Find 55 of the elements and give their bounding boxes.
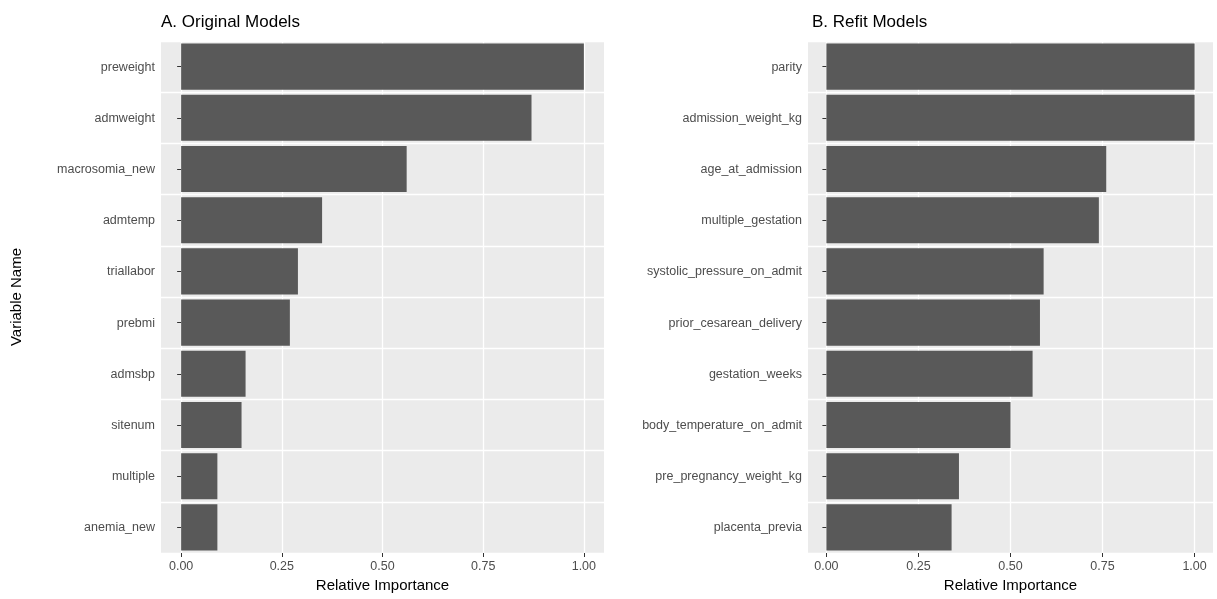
bar [181, 43, 584, 90]
y-tick-label: parity [771, 59, 803, 74]
x-tick-label: 0.00 [168, 558, 194, 573]
bar [181, 401, 242, 449]
bar [181, 145, 407, 193]
bar [826, 94, 1195, 141]
y-tick-label: admsbp [110, 366, 156, 381]
y-tick-label: preweight [100, 59, 156, 74]
y-tick-label: macrosomia_new [57, 162, 156, 176]
y-tick-label: body_temperature_on_admit [642, 418, 803, 432]
bar [181, 248, 298, 295]
bar [181, 504, 218, 551]
y-tick-label: triallabor [107, 264, 155, 279]
y-tick-label: gestation_weeks [708, 366, 802, 381]
bar [826, 453, 959, 500]
y-tick-label: anemia_new [84, 520, 156, 535]
y-tick-label: multiple_gestation [701, 213, 803, 228]
y-tick-label: sitenum [111, 418, 155, 432]
x-tick-label: 0.75 [471, 558, 496, 573]
y-axis-title: Variable Name [7, 247, 24, 347]
bar [181, 453, 218, 500]
y-tick-label: placenta_previa [713, 520, 803, 535]
x-tick-label: 0.50 [370, 558, 395, 573]
bar [181, 94, 532, 141]
bar [826, 248, 1044, 295]
y-tick-label: prebmi [116, 315, 155, 330]
bar [181, 299, 290, 346]
x-tick-label: 0.25 [269, 558, 295, 573]
bar [826, 197, 1099, 244]
chart-title: A. Original Models [161, 12, 300, 31]
bar [826, 43, 1195, 90]
x-tick-label: 0.50 [998, 558, 1023, 573]
chart-title: B. Refit Models [812, 12, 928, 31]
x-tick-label: 0.00 [814, 558, 839, 573]
y-tick-label: prior_cesarean_delivery [668, 315, 803, 330]
y-tick-label: systolic_pressure_on_admit [647, 264, 803, 279]
bar [826, 401, 1011, 449]
bar [181, 350, 246, 397]
y-tick-label: multiple [111, 469, 156, 484]
y-tick-label: admtemp [102, 213, 156, 228]
bar [826, 299, 1040, 346]
bar [826, 350, 1033, 397]
y-tick-label: admweight [94, 110, 156, 125]
x-axis-title: Relative Importance [943, 575, 1078, 593]
x-axis-title: Relative Importance [315, 575, 450, 593]
y-tick-label: pre_pregnancy_weight_kg [655, 469, 803, 484]
y-tick-label: admission_weight_kg [682, 110, 803, 125]
x-tick-label: 1.00 [571, 558, 597, 573]
x-tick-label: 1.00 [1182, 558, 1207, 573]
x-tick-label: 0.25 [906, 558, 931, 573]
bar [826, 145, 1107, 193]
y-tick-label: age_at_admission [700, 162, 803, 176]
bar [181, 197, 323, 244]
x-tick-label: 0.75 [1090, 558, 1115, 573]
bar [826, 504, 952, 551]
